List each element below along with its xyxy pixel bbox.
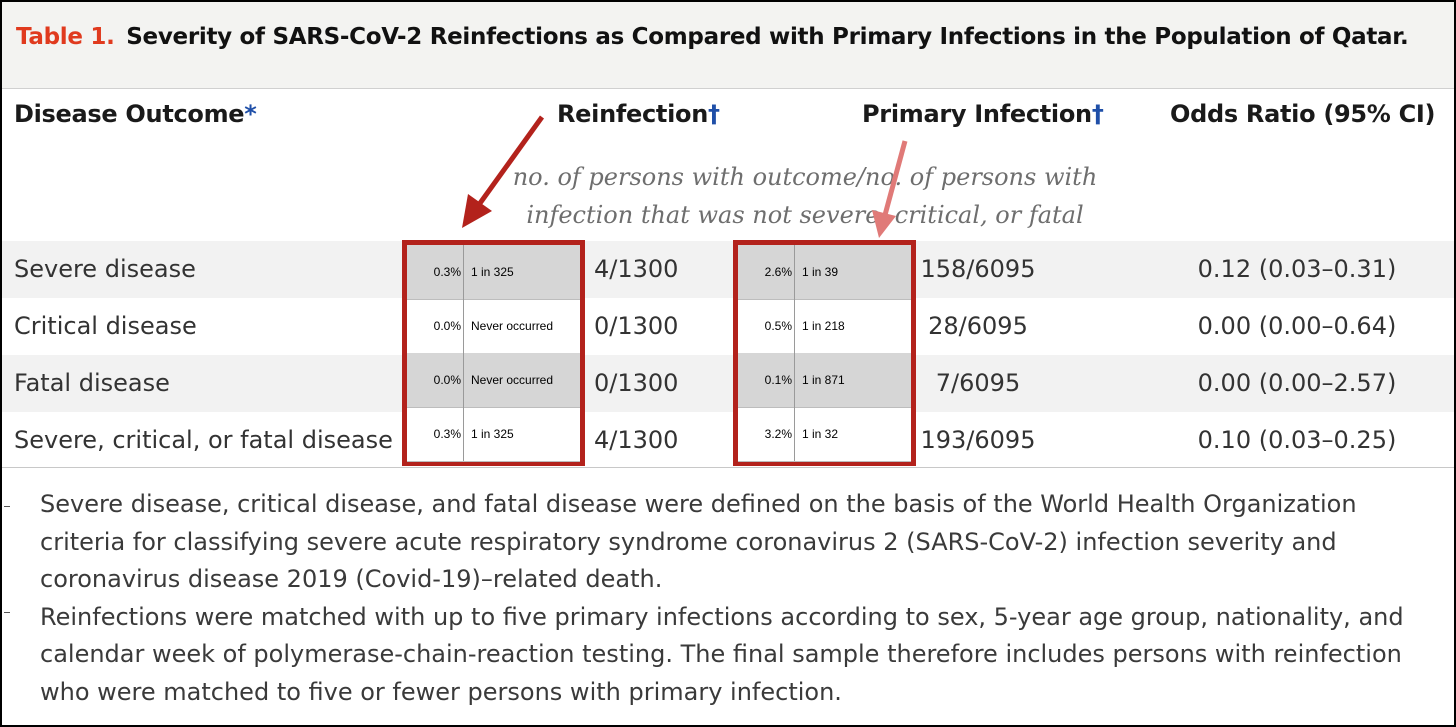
- footnote-1: Severe disease, critical disease, and fa…: [40, 490, 1357, 593]
- subheader-line-1: no. of persons with outcome/no. of perso…: [512, 163, 1098, 191]
- footnotes: Severe disease, critical disease, and fa…: [40, 486, 1445, 711]
- footnote-2: Reinfections were matched with up to fiv…: [40, 602, 1404, 706]
- reinfection-annotation-box: 0.3% 1 in 325 0.0% Never occurred 0.0% N…: [402, 240, 585, 466]
- title-bar: Table 1. Severity of SARS-CoV-2 Reinfect…: [2, 2, 1454, 88]
- annotation-ratio: 1 in 325: [471, 427, 514, 441]
- annotation-percent: 0.0%: [433, 373, 461, 387]
- cell-reinfection: 0/1300: [594, 312, 679, 340]
- cell-outcome: Critical disease: [14, 312, 197, 340]
- cell-primary: 193/6095: [920, 426, 1036, 454]
- header-disease-outcome-text: Disease Outcome: [14, 100, 245, 128]
- table-row: Severe disease 4/1300 158/6095 0.12 (0.0…: [2, 241, 1454, 298]
- annotation-percent: 0.0%: [433, 319, 461, 333]
- annotation-percent: 0.3%: [433, 265, 461, 279]
- cell-primary: 7/6095: [935, 369, 1021, 397]
- annotation-ratio: Never occurred: [471, 373, 554, 387]
- annotation-row: 0.1% 1 in 871: [738, 353, 911, 408]
- annotation-percent: 3.2%: [764, 427, 792, 441]
- cell-odds-ratio: 0.00 (0.00–0.64): [1197, 312, 1397, 340]
- annotation-row: 0.3% 1 in 325: [407, 407, 580, 462]
- footnote-tick: [4, 612, 10, 613]
- table-row: Severe, critical, or fatal disease 4/130…: [2, 412, 1454, 469]
- cell-outcome: Severe, critical, or fatal disease: [14, 426, 393, 454]
- cell-odds-ratio: 0.10 (0.03–0.25): [1197, 426, 1397, 454]
- header-primary-infection-text: Primary Infection: [862, 100, 1092, 128]
- header-primary-infection: Primary Infection†: [862, 100, 1104, 128]
- cell-odds-ratio: 0.00 (0.00–2.57): [1197, 369, 1397, 397]
- footnote-mark-asterisk[interactable]: *: [244, 100, 257, 128]
- table-title: Table 1. Severity of SARS-CoV-2 Reinfect…: [16, 24, 1409, 50]
- annotation-row: 0.0% Never occurred: [407, 353, 580, 408]
- cell-primary: 28/6095: [928, 312, 1028, 340]
- annotation-column-divider: [463, 245, 464, 461]
- arrow-icon: [872, 140, 908, 238]
- header-reinfection: Reinfection†: [557, 100, 720, 128]
- header-reinfection-text: Reinfection: [557, 100, 708, 128]
- annotation-row: 3.2% 1 in 32: [738, 407, 911, 462]
- annotation-column-divider: [794, 245, 795, 461]
- footnote-tick: [4, 506, 10, 507]
- cell-primary: 158/6095: [920, 255, 1036, 283]
- annotation-row: 0.3% 1 in 325: [407, 245, 580, 300]
- cell-reinfection: 0/1300: [594, 369, 679, 397]
- table-label: Table 1.: [16, 24, 115, 50]
- cell-reinfection: 4/1300: [594, 426, 679, 454]
- annotation-row: 2.6% 1 in 39: [738, 245, 911, 300]
- table-row: Fatal disease 0/1300 7/6095 0.00 (0.00–2…: [2, 355, 1454, 412]
- arrow-icon: [462, 115, 545, 228]
- annotation-percent: 0.5%: [764, 319, 792, 333]
- primary-annotation-box: 2.6% 1 in 39 0.5% 1 in 218 0.1% 1 in 871…: [733, 240, 916, 466]
- annotation-ratio: 1 in 871: [802, 373, 845, 387]
- annotation-ratio: Never occurred: [471, 319, 554, 333]
- annotation-percent: 0.3%: [433, 427, 461, 441]
- column-subheader: no. of persons with outcome/no. of perso…: [490, 158, 1120, 234]
- footnote-mark-dagger[interactable]: †: [708, 100, 720, 128]
- cell-reinfection: 4/1300: [594, 255, 679, 283]
- footnote-mark-dagger[interactable]: †: [1091, 100, 1104, 128]
- subheader-line-2: infection that was not severe, critical,…: [526, 201, 1084, 229]
- annotation-ratio: 1 in 39: [802, 265, 839, 279]
- title-divider: [2, 88, 1454, 89]
- table-title-text: Severity of SARS-CoV-2 Reinfections as C…: [126, 24, 1409, 50]
- cell-outcome: Fatal disease: [14, 369, 170, 397]
- annotation-percent: 0.1%: [764, 373, 792, 387]
- cell-outcome: Severe disease: [14, 255, 196, 283]
- table-bottom-rule: [2, 467, 1454, 468]
- annotation-ratio: 1 in 218: [802, 319, 845, 333]
- annotation-percent: 2.6%: [764, 265, 792, 279]
- annotation-ratio: 1 in 325: [471, 265, 514, 279]
- table-row: Critical disease 0/1300 28/6095 0.00 (0.…: [2, 298, 1454, 355]
- annotation-ratio: 1 in 32: [802, 427, 839, 441]
- header-odds-ratio: Odds Ratio (95% CI): [1170, 100, 1436, 128]
- header-disease-outcome: Disease Outcome*: [14, 100, 257, 128]
- cell-odds-ratio: 0.12 (0.03–0.31): [1197, 255, 1397, 283]
